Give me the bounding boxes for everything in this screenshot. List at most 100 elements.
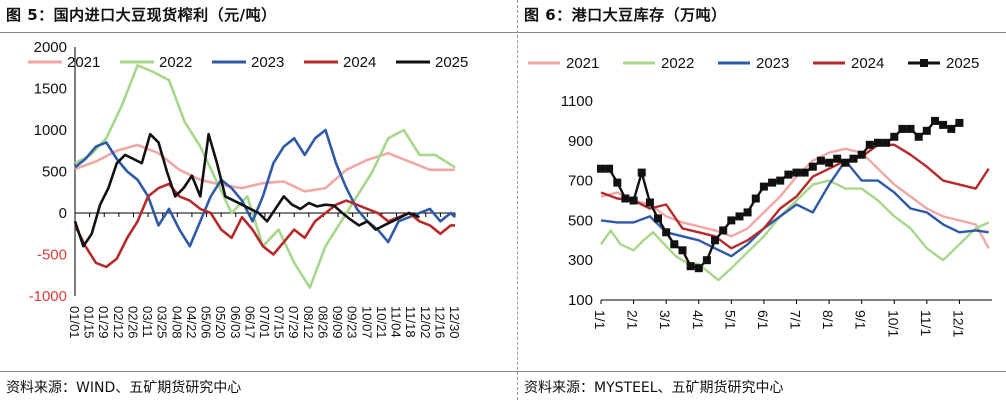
- x-tick-label: 3/1: [657, 310, 673, 330]
- series-line-2023: [74, 128, 456, 248]
- series-line-2025: [601, 119, 961, 270]
- series-marker-2025: [768, 178, 777, 187]
- x-tick-label: 07/01: [257, 306, 272, 339]
- series-marker-2025: [898, 124, 907, 133]
- series-marker-2025: [808, 162, 817, 171]
- chart-title: 图 6：港口大豆库存（万吨）: [524, 6, 727, 24]
- x-tick-label: 06/17: [242, 306, 257, 339]
- x-tick-label: 09/23: [345, 306, 360, 339]
- series-marker-2025: [670, 240, 679, 249]
- x-tick-label: 04/08: [169, 306, 184, 339]
- legend-label-2021: 2021: [67, 54, 100, 71]
- series-line-2022: [600, 179, 990, 282]
- y-tick-label: 500: [568, 212, 593, 229]
- x-tick-label: 12/1: [950, 310, 966, 337]
- series-marker-2025: [857, 150, 866, 159]
- series-marker-2025: [841, 158, 850, 167]
- series-marker-2025: [882, 138, 891, 147]
- x-tick-label: 11/1: [918, 310, 934, 336]
- y-tick-label: 100: [568, 292, 593, 309]
- y-tick-label: 700: [568, 173, 593, 190]
- x-tick-label: 2/1: [625, 310, 641, 330]
- series-marker-2025: [629, 196, 638, 205]
- x-tick-label: 09/09: [330, 306, 345, 339]
- x-tick-label: 01/15: [82, 306, 97, 339]
- x-tick-label: 07/29: [286, 306, 301, 339]
- x-tick-label: 11/18: [403, 306, 418, 338]
- series-marker-2025: [833, 154, 842, 163]
- series-marker-2025: [939, 120, 948, 129]
- chart-panel-port-inventory: 图 6：港口大豆库存（万吨） 100 300 500 700 900 1100 1/1 2/1…: [518, 0, 1006, 400]
- legend-marker-2025: [920, 59, 928, 67]
- x-tick-label: 04/22: [184, 306, 199, 339]
- legend-label-2025: 2025: [435, 54, 468, 71]
- series-marker-2025: [759, 182, 768, 191]
- series-marker-2025: [784, 170, 793, 179]
- x-tick-label: 11/04: [389, 306, 404, 338]
- series-marker-2025: [727, 216, 736, 225]
- legend-label-2021: 2021: [566, 55, 599, 72]
- x-tick-label: 7/1: [788, 310, 804, 330]
- series-marker-2025: [947, 124, 956, 133]
- series-marker-2025: [719, 226, 728, 235]
- port-inventory-chart: 100 300 500 700 900 1100 1/1 2/1 3/1 4/1 5/1 6/1 7/1…: [528, 55, 992, 337]
- chart-panel-crush-margin: 图 5：国内进口大豆现货榨利（元/吨） -1000 -500 0 500 1000 150…: [0, 6, 518, 396]
- legend-label-2023: 2023: [756, 55, 789, 72]
- legend-label-2022: 2022: [661, 55, 694, 72]
- series-marker-2025: [906, 124, 915, 133]
- series-marker-2025: [694, 264, 703, 273]
- legend-label-2023: 2023: [251, 54, 284, 71]
- series-marker-2025: [678, 246, 687, 255]
- series-marker-2025: [605, 164, 614, 173]
- y-tick-label: 0: [59, 205, 67, 222]
- x-tick-label: 12/16: [432, 306, 447, 339]
- legend-label-2022: 2022: [159, 54, 192, 71]
- series-marker-2025: [654, 214, 662, 223]
- series-marker-2025: [776, 176, 785, 185]
- x-tick-label: 6/1: [755, 310, 771, 330]
- x-tick-label: 05/06: [199, 306, 214, 339]
- series-marker-2025: [613, 178, 622, 187]
- series-marker-2025: [865, 140, 874, 149]
- source-note: 资料来源：WIND、五矿期货研究中心: [6, 380, 242, 396]
- crush-margin-chart: -1000 -500 0 500 1000 1500 2000 01/01 01/15 01/29…: [28, 39, 468, 339]
- x-tick-label: 10/1: [885, 310, 901, 337]
- x-tick-label: 08/12: [301, 306, 316, 339]
- x-tick-label: 07/15: [272, 306, 287, 339]
- legend-label-2024: 2024: [343, 54, 376, 71]
- series-marker-2025: [702, 256, 711, 265]
- x-tick-label: 12/02: [418, 306, 433, 339]
- series-marker-2025: [825, 158, 834, 167]
- series-marker-2025: [874, 138, 882, 147]
- x-tick-label: 05/20: [213, 306, 228, 339]
- y-tick-label: 2000: [34, 39, 67, 56]
- x-tick-label: 1/1: [592, 310, 608, 330]
- x-tick-label: 01/29: [96, 306, 111, 339]
- x-tick-label: 12/30: [447, 306, 462, 339]
- legend-label-2024: 2024: [851, 55, 884, 72]
- source-note: 资料来源：MYSTEEL、五矿期货研究中心: [524, 380, 784, 396]
- y-tick-label: 300: [568, 252, 593, 269]
- series-marker-2025: [931, 116, 939, 125]
- y-tick-label: 1000: [34, 122, 67, 139]
- x-tick-label: 8/1: [820, 310, 836, 330]
- y-tick-label: 1500: [34, 81, 67, 98]
- x-tick-label: 10/21: [374, 306, 389, 339]
- series-marker-2025: [816, 156, 825, 165]
- x-tick-label: 9/1: [853, 310, 869, 330]
- x-tick-label: 02/12: [111, 306, 126, 339]
- x-tick-label: 10/07: [359, 306, 374, 339]
- series-marker-2025: [955, 118, 964, 127]
- x-tick-label: 5/1: [722, 310, 738, 330]
- series-marker-2025: [743, 208, 752, 217]
- x-tick-label: 4/1: [690, 310, 706, 330]
- series-marker-2025: [645, 198, 654, 207]
- series-marker-2025: [792, 168, 801, 177]
- y-tick-label: 1100: [561, 93, 593, 110]
- x-tick-label: 01/01: [67, 306, 82, 339]
- x-tick-label: 03/11: [140, 306, 155, 338]
- series-line-2024: [600, 143, 990, 250]
- y-tick-label: 500: [42, 164, 67, 181]
- series-marker-2025: [597, 164, 605, 173]
- y-tick-label: -1000: [29, 288, 67, 305]
